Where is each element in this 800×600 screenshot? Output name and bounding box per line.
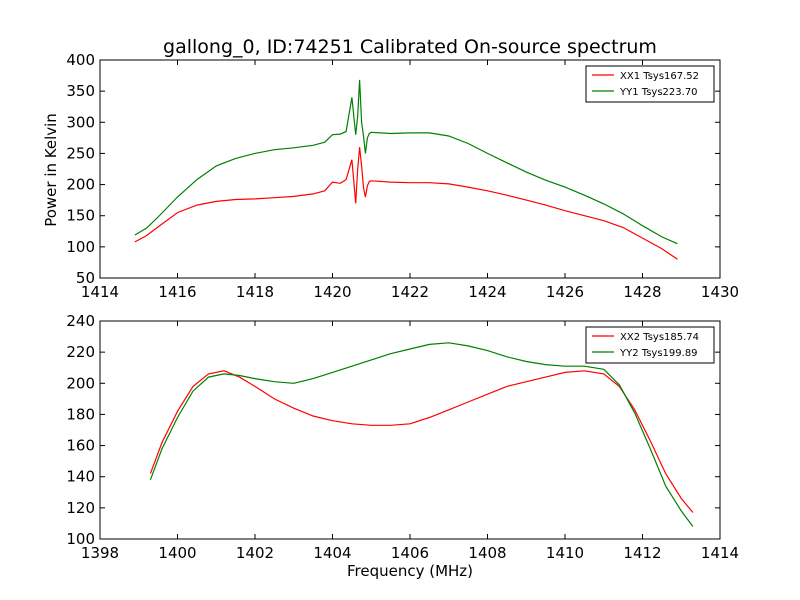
x-tick-label: 1406 xyxy=(391,544,429,562)
legend-box xyxy=(585,65,715,103)
x-tick-label: 1414 xyxy=(81,283,119,301)
x-tick-label: 1422 xyxy=(391,283,429,301)
y-axis-label: Power in Kelvin xyxy=(42,113,60,227)
x-tick-label: 1430 xyxy=(701,283,739,301)
x-tick-label: 1408 xyxy=(468,544,506,562)
x-tick-label: 1418 xyxy=(236,283,274,301)
y-tick-label: 100 xyxy=(66,530,95,548)
y-tick-label: 100 xyxy=(66,238,95,256)
y-tick-label: 220 xyxy=(66,343,95,361)
legend-label: XX1 Tsys167.52 xyxy=(620,71,699,82)
series-line-2-1 xyxy=(149,370,694,513)
y-tick-label: 120 xyxy=(66,499,95,517)
y-tick-label: 200 xyxy=(66,176,95,194)
x-tick-label: 1420 xyxy=(313,283,351,301)
y-tick-label: 180 xyxy=(66,405,95,423)
x-tick-label: 1410 xyxy=(546,544,584,562)
series-line-1-2 xyxy=(134,79,678,245)
legend: XX1 Tsys167.52 YY1 Tsys223.70 xyxy=(585,65,715,103)
x-tick-label: 1428 xyxy=(623,283,661,301)
x-tick-label: 1426 xyxy=(546,283,584,301)
y-tick-label: 350 xyxy=(66,82,95,100)
top-plot: 1414 1416 1418 1420 1422 1424 1426 1428 1430 50 10… xyxy=(66,51,739,301)
y-tick-label: 250 xyxy=(66,144,95,162)
series-line-2-2 xyxy=(149,342,694,527)
y-tick-label: 150 xyxy=(66,207,95,225)
x-tick-label: 1424 xyxy=(468,283,506,301)
x-tick-label: 1416 xyxy=(158,283,196,301)
bottom-plot: 1398 1400 1402 1404 1406 1408 1410 1412 1414 100 1… xyxy=(66,312,739,562)
x-tick-label: 1412 xyxy=(623,544,661,562)
x-tick-label: 1398 xyxy=(81,544,119,562)
legend-box xyxy=(585,326,715,364)
y-tick-label: 300 xyxy=(66,113,95,131)
series-line-1-1 xyxy=(134,147,678,260)
y-tick-label: 240 xyxy=(66,312,95,330)
y-tick-label: 200 xyxy=(66,374,95,392)
x-tick-label: 1414 xyxy=(701,544,739,562)
y-tick-label: 50 xyxy=(76,269,95,287)
y-tick-label: 400 xyxy=(66,51,95,69)
x-axis-label: Frequency (MHz) xyxy=(347,562,473,580)
x-tick-label: 1402 xyxy=(236,544,274,562)
legend: XX2 Tsys185.74 YY2 Tsys199.89 xyxy=(585,326,715,364)
y-tick-label: 140 xyxy=(66,468,95,486)
chart-title: gallong_0, ID:74251 Calibrated On-source… xyxy=(163,36,657,58)
x-tick-label: 1404 xyxy=(313,544,351,562)
legend-label: YY1 Tsys223.70 xyxy=(619,87,698,98)
x-tick-label: 1400 xyxy=(158,544,196,562)
legend-label: YY2 Tsys199.89 xyxy=(619,348,698,359)
y-tick-label: 160 xyxy=(66,437,95,455)
legend-label: XX2 Tsys185.74 xyxy=(620,332,699,343)
